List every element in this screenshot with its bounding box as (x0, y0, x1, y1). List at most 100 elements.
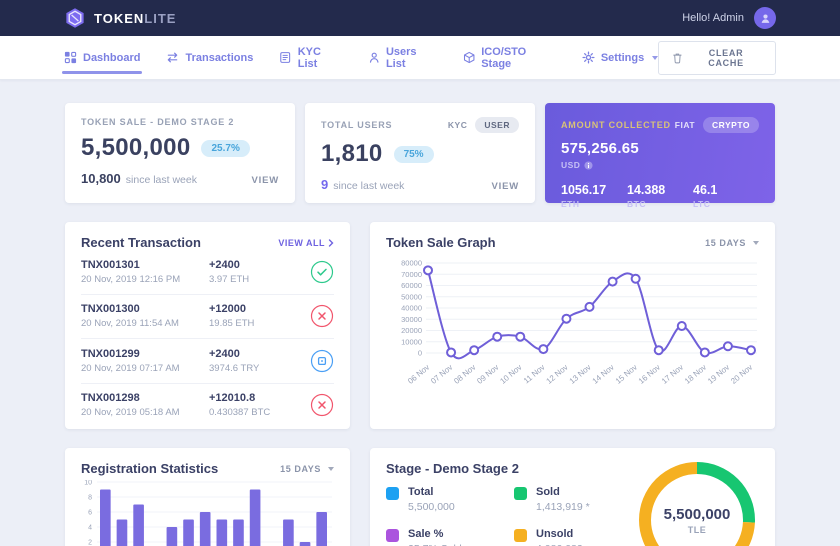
legend-label: Sold (536, 486, 560, 498)
range-select-15-days[interactable]: 15 DAYS (705, 238, 759, 248)
svg-text:2: 2 (88, 540, 92, 546)
nav-label: Dashboard (83, 51, 141, 64)
dashboard-icon (64, 51, 77, 64)
nav-item-settings[interactable]: Settings (582, 36, 659, 79)
svg-text:10 Nov: 10 Nov (498, 363, 523, 386)
legend-value: 25.7% Sold (408, 543, 462, 546)
svg-text:17 Nov: 17 Nov (660, 363, 685, 386)
greeting-text: Hello! Admin (682, 12, 744, 24)
transaction-row[interactable]: TNX001300 20 Nov, 2019 11:54 AM +12000 1… (81, 295, 334, 339)
svg-text:10: 10 (84, 480, 92, 487)
token-sale-percent-badge: 25.7% (201, 139, 250, 157)
legend-item-unsold: Unsold 4,086,082 (514, 528, 654, 546)
legend-item-total: Total 5,500,000 (386, 486, 504, 513)
ltc-symbol: LTC (693, 199, 711, 209)
view-link[interactable]: VIEW (251, 175, 279, 186)
svg-text:13 Nov: 13 Nov (568, 363, 593, 386)
amount-collected-card: AMOUNT COLLECTED FIAT CRYPTO 575,256.65 … (545, 103, 775, 209)
brand-logo[interactable]: TOKENLITE (64, 7, 176, 29)
svg-text:80000: 80000 (401, 259, 422, 268)
panel-title: Token Sale Graph (386, 235, 496, 250)
legend-label: Sale % (408, 528, 444, 540)
svg-text:50000: 50000 (401, 292, 422, 301)
svg-text:6: 6 (88, 510, 92, 517)
tab-kyc[interactable]: KYC (447, 120, 468, 130)
brand-bold: TOKEN (94, 10, 145, 26)
svg-text:40000: 40000 (401, 304, 422, 313)
nav-label: Transactions (185, 51, 254, 64)
trash-icon (673, 53, 682, 63)
token-sale-line-chart: 0 10000 20000 30000 40000 50000 60000 70000 8000… (401, 259, 757, 386)
nav-label: ICO/STO Stage (481, 45, 527, 70)
tx-id: TNX001299 (81, 347, 140, 360)
panel-title: Recent Transaction (81, 235, 201, 250)
svg-text:18 Nov: 18 Nov (683, 363, 708, 386)
stage-donut-chart: 5,500,000 TLE (633, 456, 761, 546)
donut-svg (639, 462, 755, 546)
active-tab-underline (62, 71, 143, 74)
total-swatch (386, 487, 399, 500)
range-label: 15 DAYS (280, 463, 321, 474)
brand-light: LITE (144, 10, 177, 26)
svg-text:70000: 70000 (401, 270, 422, 279)
tab-fiat[interactable]: FIAT (674, 120, 696, 130)
panel-title: Registration Statistics (81, 461, 219, 476)
tab-user[interactable]: USER (475, 117, 519, 133)
sale-percent-swatch (386, 529, 399, 542)
topbar: TOKENLITE Hello! Admin (0, 0, 840, 36)
svg-text:12 Nov: 12 Nov (545, 363, 570, 386)
tab-crypto[interactable]: CRYPTO (703, 117, 759, 133)
nav-item-ico-sto-stage[interactable]: ICO/STO Stage (463, 36, 556, 79)
svg-text:11 Nov: 11 Nov (522, 363, 547, 386)
transaction-row[interactable]: TNX001301 20 Nov, 2019 12:16 PM +2400 3.… (81, 250, 334, 295)
transaction-row[interactable]: TNX001299 20 Nov, 2019 07:17 AM +2400 39… (81, 339, 334, 384)
info-icon[interactable] (584, 160, 594, 170)
tx-value: 19.85 ETH (209, 318, 255, 330)
eth-amount: 1056.17 (561, 183, 607, 197)
nav-item-dashboard[interactable]: Dashboard (62, 36, 143, 79)
registration-statistics-panel: Registration Statistics 15 DAYS 10 8 6 4 2 (65, 448, 350, 546)
amount-collected-value: 575,256.65 (561, 140, 640, 157)
range-select-15-days[interactable]: 15 DAYS (280, 464, 334, 474)
token-sale-card: TOKEN SALE - DEMO STAGE 2 5,500,000 25.7… (65, 103, 295, 203)
ico-stage-icon (463, 51, 475, 64)
view-link[interactable]: VIEW (491, 181, 519, 192)
user-avatar[interactable] (754, 7, 776, 29)
svg-text:4: 4 (88, 525, 92, 532)
tx-amount: +2400 (209, 258, 240, 271)
svg-text:06 Nov: 06 Nov (406, 363, 431, 386)
view-all-link[interactable]: VIEW ALL (278, 238, 334, 248)
tx-date: 20 Nov, 2019 07:17 AM (81, 362, 180, 374)
card-title: TOTAL USERS (321, 120, 393, 130)
pending-icon (310, 349, 334, 372)
tx-amount: +12010.8 (209, 392, 256, 405)
svg-text:10000: 10000 (401, 337, 422, 346)
clear-cache-button[interactable]: CLEAR CACHE (658, 40, 776, 75)
tx-id: TNX001298 (81, 392, 140, 405)
stage-panel: Stage - Demo Stage 2 Total 5,500,000 Sol… (370, 448, 775, 546)
nav-label: KYC List (297, 45, 321, 70)
settings-icon (582, 51, 595, 64)
transaction-row[interactable]: TNX001298 20 Nov, 2019 05:18 AM +12010.8… (81, 384, 334, 428)
nav-item-users-list[interactable]: Users List (368, 36, 437, 79)
svg-text:60000: 60000 (401, 281, 422, 290)
legend-value: 1,413,919 * (536, 501, 590, 513)
tx-id: TNX001301 (81, 258, 140, 271)
person-icon (761, 13, 769, 23)
clear-cache-label: CLEAR CACHE (708, 47, 744, 68)
tx-date: 20 Nov, 2019 05:18 AM (81, 407, 180, 419)
brand-name: TOKENLITE (94, 11, 176, 26)
nav-label: Settings (600, 51, 645, 64)
transactions-icon (168, 52, 178, 63)
legend-item-sale-percent: Sale % 25.7% Sold (386, 528, 504, 546)
nav-label: Users List (385, 45, 417, 70)
unsold-swatch (514, 529, 527, 542)
total-users-value: 1,810 (321, 140, 383, 167)
chevron-right-icon (328, 238, 334, 247)
svg-text:08 Nov: 08 Nov (452, 363, 477, 386)
users-list-icon (369, 52, 379, 63)
svg-text:8: 8 (88, 495, 92, 502)
nav-item-kyc-list[interactable]: KYC List (279, 36, 341, 79)
nav-item-transactions[interactable]: Transactions (166, 36, 253, 79)
btc-symbol: BTC (627, 199, 646, 209)
